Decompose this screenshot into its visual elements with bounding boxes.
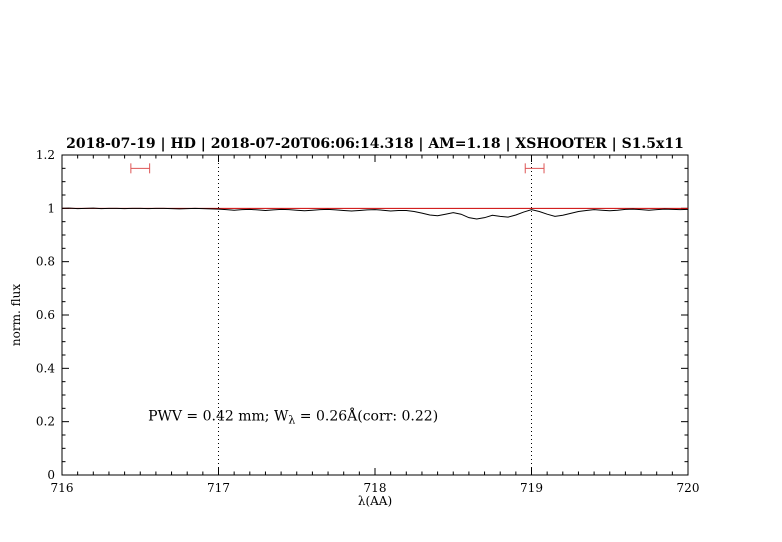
- x-tick-label: 717: [207, 481, 230, 495]
- x-axis-label: λ(AA): [358, 494, 392, 508]
- ew-marker: [524, 163, 545, 174]
- pwv-annotation: PWV = 0.42 mm; Wλ = 0.26Å(corr: 0.22): [148, 406, 438, 426]
- ew-marker: [130, 163, 151, 174]
- x-tick-label: 718: [364, 481, 387, 495]
- data-layer: [61, 163, 689, 220]
- x-tick-label: 719: [520, 481, 543, 495]
- y-tick-label: 0: [47, 468, 55, 482]
- y-axis-label: norm. flux: [9, 284, 23, 346]
- y-tick-label: 1: [47, 201, 55, 215]
- y-tick-label: 0.6: [36, 308, 55, 322]
- x-tick-label: 716: [51, 481, 74, 495]
- spectrum-line: [61, 207, 689, 220]
- axes-layer: 716 717 718 719 720 0 0.2 0.4 0.6 0.8 1 1.2: [36, 148, 700, 495]
- annotation-layer: PWV = 0.42 mm; Wλ = 0.26Å(corr: 0.22): [148, 406, 438, 426]
- x-tick-label: 720: [677, 481, 700, 495]
- y-tick-label: 0.2: [36, 415, 55, 429]
- y-tick-label: 1.2: [36, 148, 55, 162]
- plot-title: 2018-07-19 | HD | 2018-07-20T06:06:14.31…: [66, 136, 684, 152]
- y-tick-label: 0.8: [36, 255, 55, 269]
- axes-frame: [61, 154, 689, 476]
- y-tick-label: 0.4: [36, 361, 55, 375]
